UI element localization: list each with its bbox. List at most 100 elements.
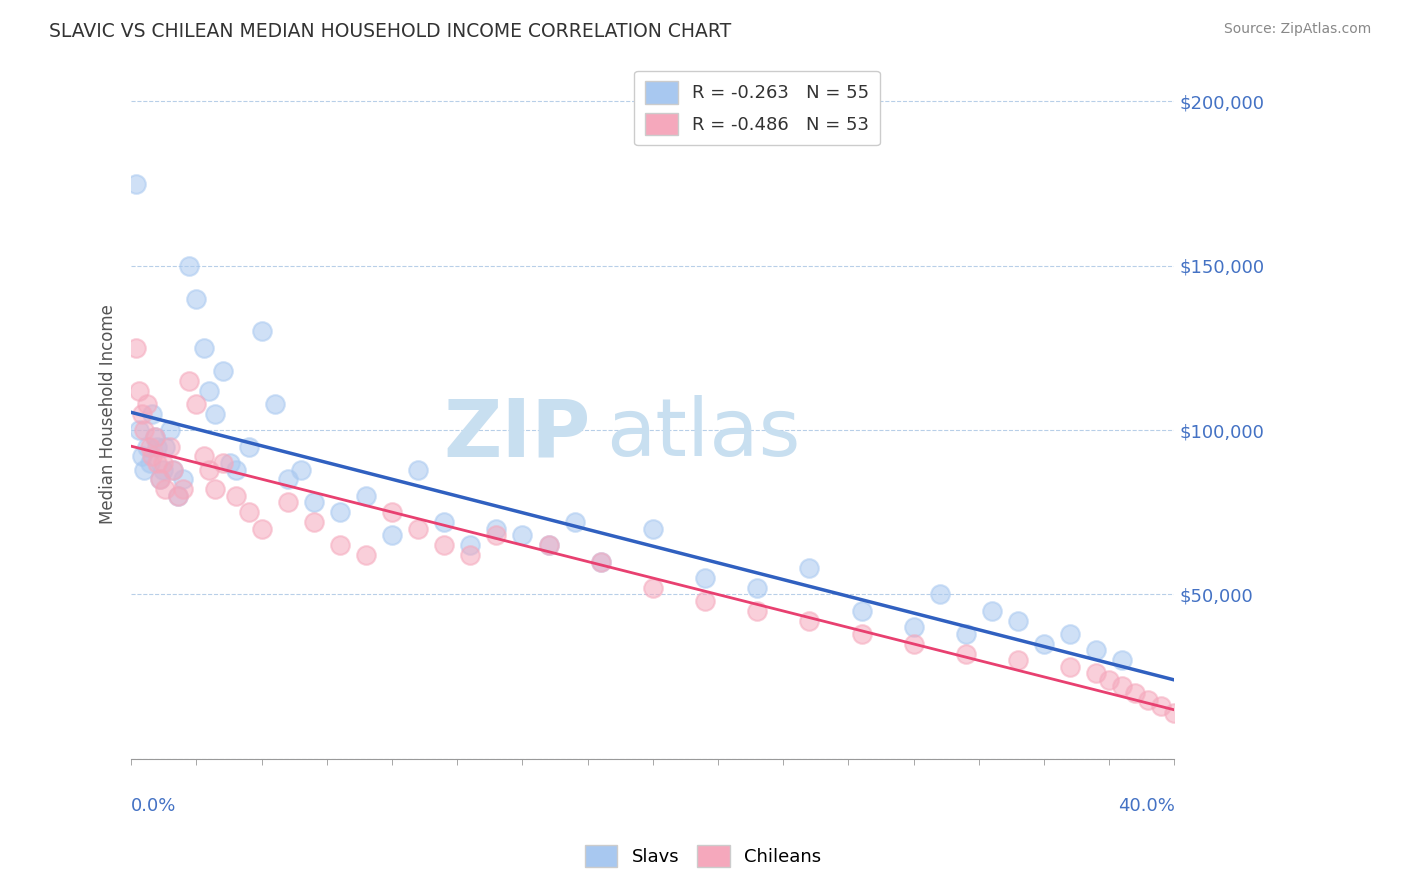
Point	[641, 522, 664, 536]
Point	[277, 472, 299, 486]
Point	[406, 522, 429, 536]
Point	[851, 627, 873, 641]
Point	[1085, 666, 1108, 681]
Legend: R = -0.263   N = 55, R = -0.486   N = 53: R = -0.263 N = 55, R = -0.486 N = 53	[634, 70, 880, 145]
Point	[1059, 627, 1081, 641]
Point	[211, 364, 233, 378]
Point	[693, 571, 716, 585]
Point	[1163, 706, 1185, 720]
Point	[955, 647, 977, 661]
Point	[159, 423, 181, 437]
Point	[747, 581, 769, 595]
Point	[186, 292, 208, 306]
Point	[851, 604, 873, 618]
Point	[128, 384, 150, 398]
Point	[141, 407, 163, 421]
Text: Source: ZipAtlas.com: Source: ZipAtlas.com	[1223, 22, 1371, 37]
Point	[134, 462, 156, 476]
Point	[153, 440, 176, 454]
Point	[928, 587, 950, 601]
Point	[290, 462, 312, 476]
Point	[354, 548, 377, 562]
Point	[125, 341, 148, 355]
Point	[250, 325, 273, 339]
Point	[177, 374, 200, 388]
Point	[799, 561, 821, 575]
Point	[143, 430, 166, 444]
Point	[589, 555, 612, 569]
Text: 0.0%: 0.0%	[131, 797, 177, 814]
Legend: Slavs, Chileans: Slavs, Chileans	[578, 838, 828, 874]
Point	[225, 462, 247, 476]
Point	[1059, 659, 1081, 673]
Point	[186, 397, 208, 411]
Point	[162, 462, 184, 476]
Point	[159, 440, 181, 454]
Point	[1125, 686, 1147, 700]
Point	[128, 423, 150, 437]
Point	[406, 462, 429, 476]
Point	[537, 538, 560, 552]
Point	[381, 505, 404, 519]
Point	[903, 637, 925, 651]
Point	[1033, 637, 1056, 651]
Point	[512, 528, 534, 542]
Point	[1150, 699, 1173, 714]
Point	[225, 489, 247, 503]
Point	[172, 472, 194, 486]
Point	[980, 604, 1002, 618]
Point	[1111, 680, 1133, 694]
Point	[131, 407, 153, 421]
Point	[329, 505, 352, 519]
Point	[135, 397, 157, 411]
Point	[134, 423, 156, 437]
Point	[219, 456, 242, 470]
Point	[167, 489, 190, 503]
Point	[143, 430, 166, 444]
Point	[641, 581, 664, 595]
Text: atlas: atlas	[606, 395, 800, 474]
Point	[204, 407, 226, 421]
Text: SLAVIC VS CHILEAN MEDIAN HOUSEHOLD INCOME CORRELATION CHART: SLAVIC VS CHILEAN MEDIAN HOUSEHOLD INCOM…	[49, 22, 731, 41]
Point	[354, 489, 377, 503]
Point	[1111, 653, 1133, 667]
Point	[167, 489, 190, 503]
Text: ZIP: ZIP	[443, 395, 591, 474]
Point	[238, 505, 260, 519]
Point	[537, 538, 560, 552]
Point	[193, 341, 215, 355]
Point	[152, 462, 174, 476]
Point	[1085, 643, 1108, 657]
Point	[564, 515, 586, 529]
Point	[903, 620, 925, 634]
Point	[131, 450, 153, 464]
Point	[329, 538, 352, 552]
Point	[152, 456, 174, 470]
Point	[149, 472, 172, 486]
Point	[589, 555, 612, 569]
Point	[693, 594, 716, 608]
Point	[485, 528, 508, 542]
Point	[381, 528, 404, 542]
Y-axis label: Median Household Income: Median Household Income	[100, 303, 117, 524]
Point	[138, 440, 160, 454]
Point	[458, 538, 481, 552]
Point	[135, 440, 157, 454]
Point	[1098, 673, 1121, 687]
Point	[177, 259, 200, 273]
Point	[198, 384, 221, 398]
Point	[204, 482, 226, 496]
Point	[458, 548, 481, 562]
Point	[146, 456, 169, 470]
Point	[141, 450, 163, 464]
Point	[263, 397, 285, 411]
Point	[211, 456, 233, 470]
Point	[747, 604, 769, 618]
Point	[433, 538, 456, 552]
Point	[955, 627, 977, 641]
Point	[238, 440, 260, 454]
Point	[198, 462, 221, 476]
Point	[172, 482, 194, 496]
Point	[162, 462, 184, 476]
Point	[1007, 653, 1029, 667]
